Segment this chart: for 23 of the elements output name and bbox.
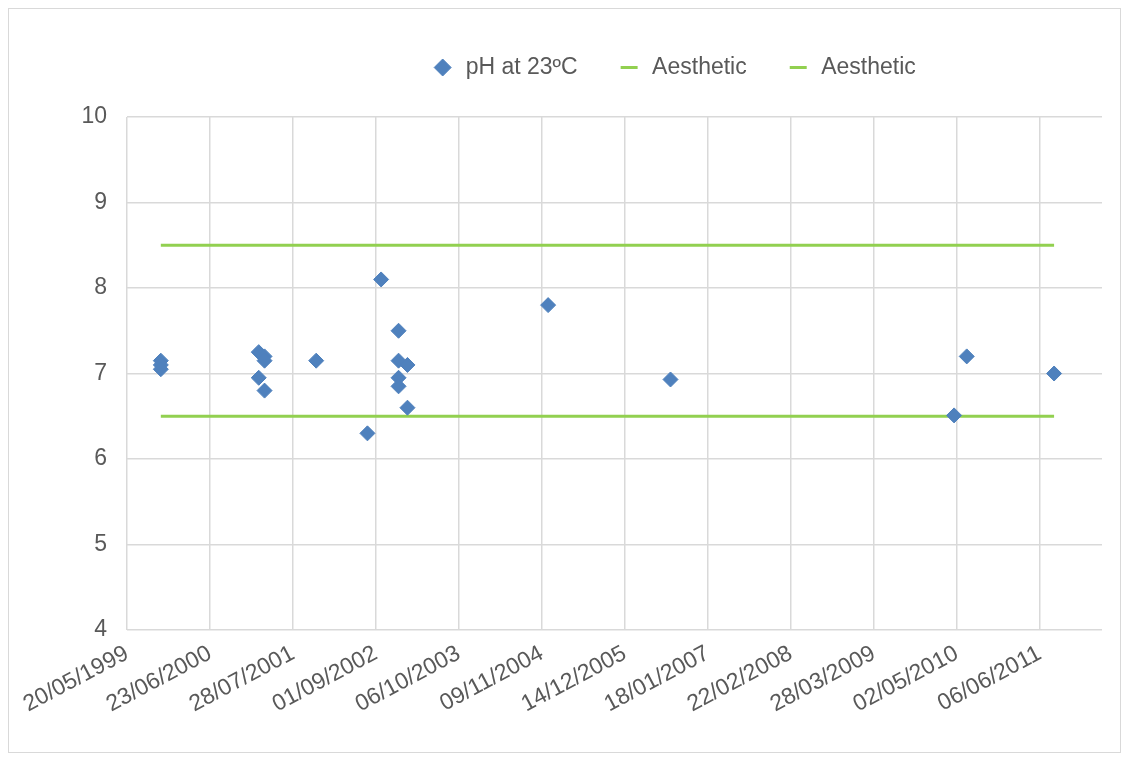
y-tick-label: 5 bbox=[94, 529, 107, 556]
y-tick-label: 6 bbox=[94, 444, 107, 471]
point bbox=[662, 371, 679, 388]
point bbox=[256, 382, 273, 399]
y-tick-label: 4 bbox=[94, 615, 108, 642]
y-tick-label: 9 bbox=[94, 187, 107, 214]
legend-label: Aesthetic bbox=[821, 52, 916, 79]
point bbox=[946, 407, 963, 424]
point bbox=[399, 356, 416, 373]
y-tick-label: 10 bbox=[81, 102, 107, 129]
point bbox=[540, 297, 557, 314]
point bbox=[250, 369, 267, 386]
legend-label: pH at 23ºC bbox=[465, 52, 578, 79]
point bbox=[373, 271, 390, 288]
y-tick-label: 7 bbox=[94, 358, 107, 385]
point bbox=[399, 399, 416, 416]
y-tick-label: 8 bbox=[94, 273, 107, 300]
point bbox=[958, 348, 975, 365]
point bbox=[359, 425, 376, 442]
point bbox=[308, 352, 325, 369]
legend-label: Aesthetic bbox=[652, 52, 747, 79]
point bbox=[1046, 365, 1063, 382]
point bbox=[390, 322, 407, 339]
